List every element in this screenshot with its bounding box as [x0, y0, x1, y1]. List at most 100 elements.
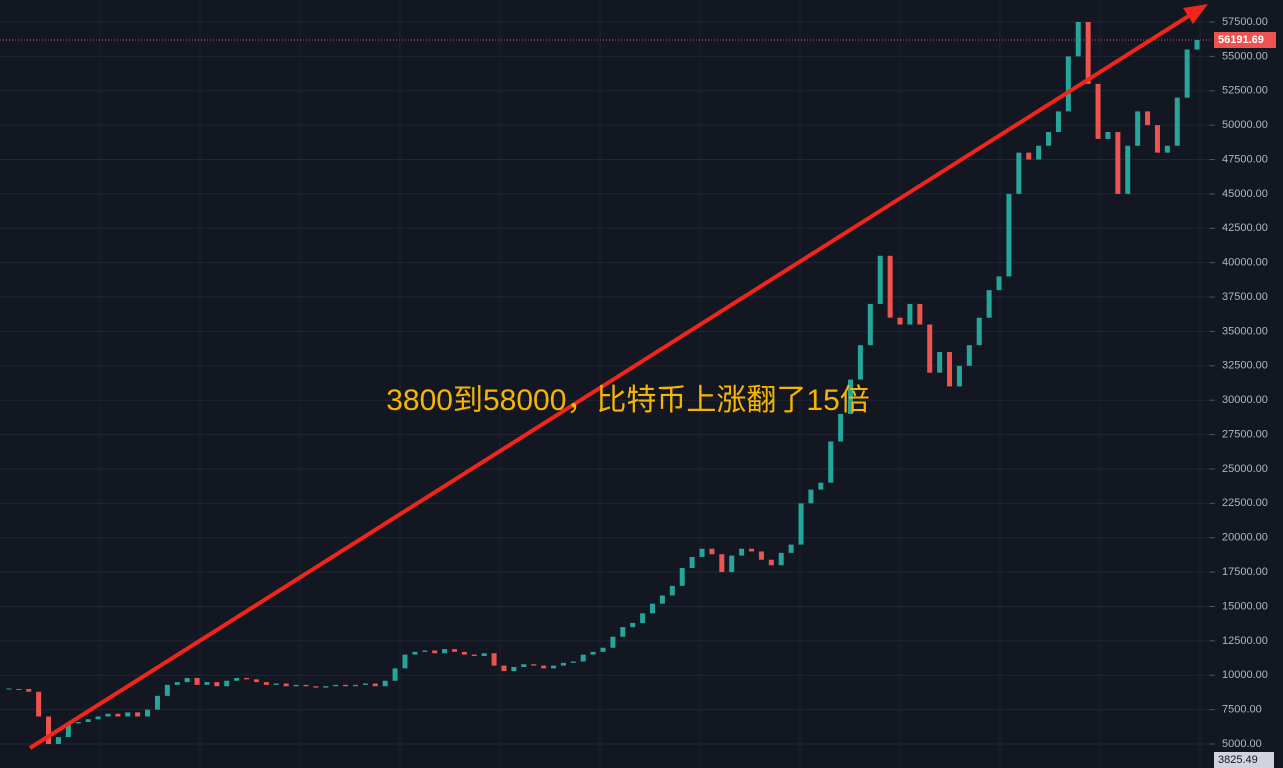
candle: [521, 664, 527, 667]
candle: [867, 303, 873, 346]
candle: [541, 665, 547, 669]
y-tick-label: 32500.00: [1222, 360, 1268, 372]
y-tick-label: 27500.00: [1222, 428, 1268, 440]
candle: [6, 688, 12, 690]
y-tick-label: 42500.00: [1222, 222, 1268, 234]
candle: [798, 503, 804, 545]
y-tick-label: 55000.00: [1222, 50, 1268, 62]
y-tick-label: 15000.00: [1222, 600, 1268, 612]
candle: [1095, 83, 1101, 139]
y-tick-label: 52500.00: [1222, 85, 1268, 97]
y-tick-label: 40000.00: [1222, 257, 1268, 269]
candle: [550, 665, 556, 669]
candle: [352, 684, 358, 687]
y-tick-label: 45000.00: [1222, 188, 1268, 200]
grid: [0, 0, 1210, 768]
y-tick-label: 20000.00: [1222, 532, 1268, 544]
candle: [85, 719, 91, 722]
candle: [600, 647, 606, 652]
candle: [640, 613, 646, 623]
y-tick-label: 17500.00: [1222, 566, 1268, 578]
candle: [372, 683, 378, 687]
candle: [986, 290, 992, 318]
candle: [26, 688, 32, 692]
candle: [620, 627, 626, 637]
candle: [768, 559, 774, 566]
candle: [669, 585, 675, 596]
candle: [343, 684, 349, 687]
candle: [283, 683, 289, 687]
y-tick-label: 7500.00: [1222, 704, 1262, 716]
candle: [174, 682, 180, 685]
candle: [422, 650, 428, 652]
candle: [1016, 152, 1022, 194]
candle: [947, 352, 953, 387]
candle: [263, 682, 269, 685]
candle: [194, 677, 200, 685]
candle: [55, 737, 61, 745]
candle: [749, 548, 755, 552]
y-tick-label: 5000.00: [1222, 738, 1262, 750]
y-tick-label: 50000.00: [1222, 119, 1268, 131]
candle: [739, 548, 745, 556]
axis-bg: [1210, 0, 1283, 768]
candle: [204, 682, 210, 685]
candle: [164, 684, 170, 696]
candle: [788, 544, 794, 553]
candle: [927, 324, 933, 373]
candle: [273, 683, 279, 685]
y-tick-label: 57500.00: [1222, 16, 1268, 28]
candle: [461, 651, 467, 655]
candle: [1115, 132, 1121, 194]
trend-arrow: [28, 10, 1197, 750]
candle: [125, 712, 131, 717]
candle: [1026, 152, 1032, 160]
candle: [996, 276, 1002, 291]
candle: [1174, 97, 1180, 146]
candle: [877, 255, 883, 304]
candle: [442, 649, 448, 654]
candle: [36, 691, 42, 717]
candle: [630, 622, 636, 628]
y-tick-label: 12500.00: [1222, 635, 1268, 647]
candle: [392, 668, 398, 681]
candle: [224, 680, 230, 687]
candle: [511, 666, 517, 672]
candle: [818, 482, 824, 490]
candle: [135, 712, 141, 717]
candle: [1194, 39, 1200, 50]
candle: [184, 677, 190, 683]
candle: [1055, 111, 1061, 133]
y-tick-label: 22500.00: [1222, 497, 1268, 509]
candle: [1164, 145, 1170, 153]
candle: [1065, 56, 1071, 112]
candle: [402, 654, 408, 669]
y-tick-label: 30000.00: [1222, 394, 1268, 406]
candle: [412, 651, 418, 655]
candle: [481, 653, 487, 656]
candle: [303, 684, 309, 687]
candle: [580, 654, 586, 662]
candle: [570, 661, 576, 663]
candle: [105, 713, 111, 717]
candle: [471, 654, 477, 656]
last-price-label: 56191.69: [1218, 34, 1264, 46]
candle: [253, 679, 259, 683]
low-price-tag: [1214, 752, 1274, 768]
candle: [709, 548, 715, 555]
candle: [145, 709, 151, 717]
candle: [313, 686, 319, 688]
candle: [214, 682, 220, 687]
candle: [244, 677, 250, 680]
candle: [808, 489, 814, 504]
candle: [956, 365, 962, 387]
candle: [362, 683, 368, 685]
candle: [333, 684, 339, 687]
candle: [1006, 193, 1012, 277]
candle: [1154, 125, 1160, 153]
candle: [679, 567, 685, 586]
candle: [689, 556, 695, 568]
candle: [1075, 22, 1081, 57]
